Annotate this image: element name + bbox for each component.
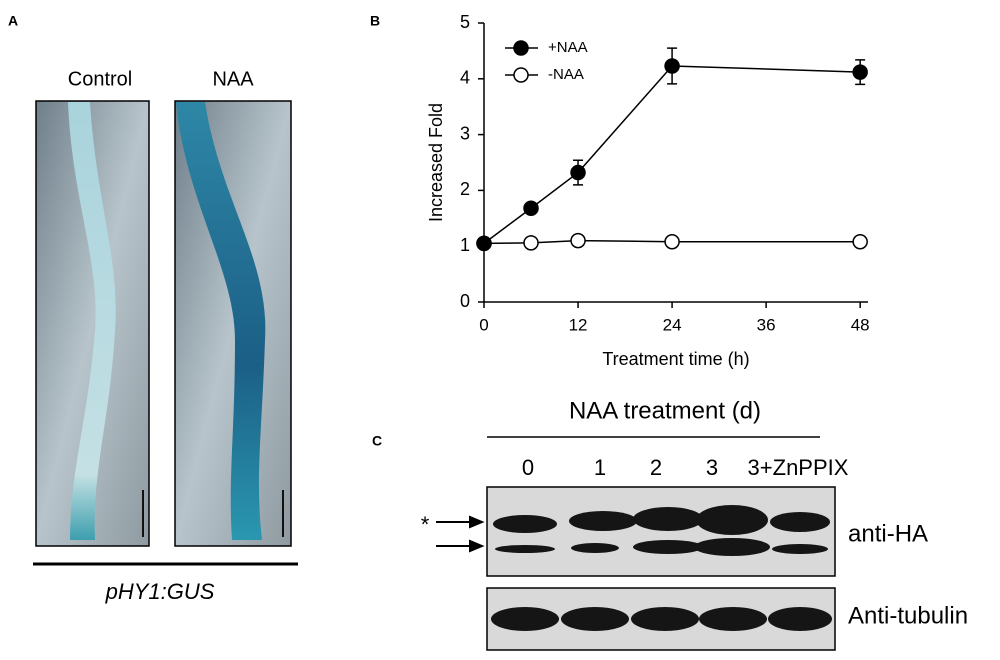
y-axis-label: Increased Fold [426, 103, 446, 222]
marker [852, 233, 868, 250]
y-tick-label: 1 [460, 235, 470, 255]
x-tick-label: 24 [663, 315, 682, 334]
x-tick-label: 12 [569, 315, 588, 334]
column-label: Control [68, 68, 132, 90]
arrows [436, 515, 485, 553]
marker [570, 164, 586, 181]
marker [570, 232, 586, 249]
series-line [483, 65, 861, 245]
marker [476, 235, 492, 252]
legend-label: +NAA [548, 39, 588, 56]
panel-label: B [370, 13, 380, 29]
lane-label: 1 [594, 455, 606, 480]
marker [523, 200, 539, 217]
y-tick-label: 0 [460, 291, 470, 311]
marker [523, 235, 539, 251]
marker [852, 64, 868, 80]
blot [486, 486, 836, 577]
y-tick-label: 5 [460, 12, 470, 32]
legend-label: -NAA [548, 66, 584, 83]
x-axis-label: Treatment time (h) [602, 349, 749, 369]
bands [493, 505, 830, 556]
lane-label: 3+ZnPPIX [748, 455, 849, 480]
x-tick-label: 48 [851, 315, 870, 334]
y-tick-label: 2 [460, 179, 470, 199]
y-tick-label: 3 [460, 123, 470, 143]
root [176, 102, 266, 540]
caption: pHY1:GUS [105, 579, 215, 604]
panel-label: C [372, 433, 382, 449]
bands [491, 607, 832, 631]
y-tick-label: 4 [460, 68, 470, 88]
blot-header: NAA treatment (d) [569, 397, 761, 424]
panel-label: A [8, 13, 18, 29]
blot-label: Anti-tubulin [848, 602, 968, 629]
marker [664, 233, 680, 250]
marker [664, 58, 680, 74]
x-tick-label: 0 [479, 315, 488, 334]
lane-label: 2 [650, 455, 662, 480]
blot-label: anti-HA [848, 520, 928, 547]
lane-label: 0 [522, 455, 534, 480]
legend-marker [513, 40, 529, 56]
lane-label: 3 [706, 455, 718, 480]
marker: * [421, 512, 430, 537]
root [68, 102, 116, 540]
legend-marker [513, 67, 529, 83]
x-tick-label: 36 [757, 315, 776, 334]
column-label: NAA [212, 68, 254, 90]
